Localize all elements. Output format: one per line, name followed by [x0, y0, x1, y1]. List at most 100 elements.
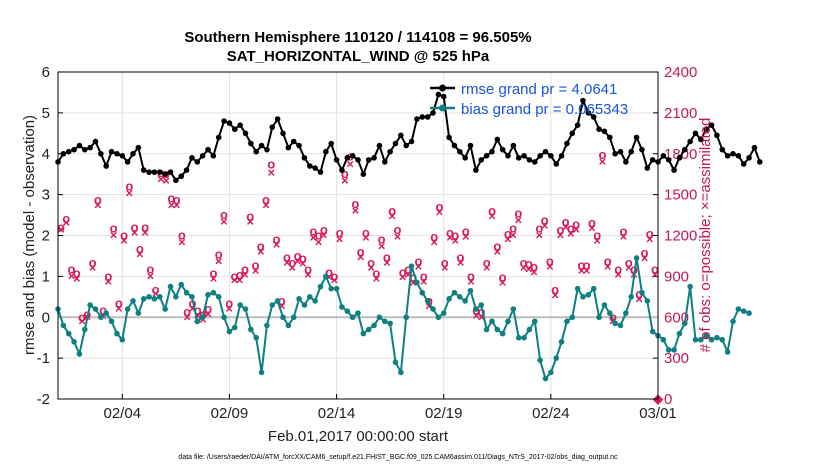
x-axis-label: Feb.01,2017 00:00:00 start	[268, 428, 449, 445]
rmse-point	[505, 152, 511, 159]
bias-point	[146, 294, 152, 300]
right-tick-label: 1500	[664, 187, 697, 204]
rmse-point	[360, 171, 367, 177]
bias-point	[478, 302, 485, 308]
bias-point	[312, 298, 318, 304]
rmse-point	[435, 91, 442, 98]
bias-point	[87, 302, 93, 308]
bias-point	[199, 314, 206, 321]
rmse-point	[103, 163, 110, 169]
rmse-point	[456, 148, 463, 155]
bias-point	[205, 291, 211, 298]
bias-point	[698, 336, 704, 343]
bias-point	[231, 324, 238, 331]
bias-point	[585, 291, 592, 298]
bias-point	[644, 298, 651, 304]
y-tick-label: 5	[42, 105, 50, 122]
obs-possible-point: o	[483, 255, 491, 270]
rmse-point	[628, 148, 635, 155]
obs-possible-point: o	[73, 266, 81, 281]
rmse-point	[671, 167, 677, 173]
bias-point	[531, 318, 538, 325]
rmse-point	[392, 140, 399, 147]
obs-assimilated-point: ×	[388, 208, 396, 223]
legend-bias-label: bias grand pr = 0.065343	[461, 101, 628, 118]
obs-assimilated-point: ×	[409, 275, 417, 290]
bias-point	[462, 298, 468, 304]
rmse-point	[467, 142, 474, 149]
obs-assimilated-point: ×	[572, 222, 580, 237]
obs-assimilated-point: ×	[504, 232, 512, 247]
bias-point	[237, 302, 243, 308]
bias-point	[280, 314, 286, 321]
rmse-point	[226, 120, 233, 126]
rmse-point	[92, 138, 99, 145]
bias-point	[601, 302, 608, 308]
rmse-point	[339, 167, 345, 173]
obs-possible-point: o	[583, 257, 591, 272]
bias-point	[178, 281, 185, 288]
rmse-point	[499, 146, 506, 153]
rmse-point	[173, 177, 179, 184]
chart-title-line2: SAT_HORIZONTAL_WIND @ 525 hPa	[227, 48, 490, 65]
obs-possible-point: o	[457, 249, 465, 264]
obs-assimilated-point: ×	[425, 298, 433, 313]
obs-assimilated-point: ×	[73, 271, 81, 286]
obs-assimilated-point: ×	[136, 247, 144, 262]
obs-possible-point: o	[562, 214, 570, 229]
obs-assimilated-point: ×	[578, 263, 586, 278]
rmse-point	[371, 155, 377, 161]
obs-assimilated-point: ×	[110, 228, 118, 243]
bias-point	[483, 326, 490, 333]
obs-possible-point: o	[209, 266, 217, 281]
obs-assimilated-point: ×	[472, 308, 480, 323]
obs-assimilated-point: ×	[346, 157, 354, 172]
rmse-point	[398, 132, 404, 139]
obs-assimilated-point: ×	[278, 298, 286, 313]
rmse-point	[242, 130, 249, 137]
obs-possible-point: o	[451, 228, 459, 243]
bias-point	[387, 320, 393, 327]
rmse-point	[167, 169, 174, 175]
obs-possible-point: o	[546, 253, 554, 268]
obs-assimilated-point: ×	[599, 154, 607, 169]
obs-assimilated-point: ×	[162, 173, 170, 188]
obs-possible-point: o	[141, 219, 149, 234]
bias-point	[489, 318, 495, 325]
obs-assimilated-point: ×	[147, 268, 155, 283]
obs-possible-point: o	[110, 221, 118, 236]
obs-possible-point: o	[68, 262, 76, 277]
rmse-point	[183, 167, 190, 173]
obs-possible-point: o	[604, 253, 612, 268]
obs-possible-point: o	[630, 262, 638, 277]
bias-point	[740, 308, 747, 314]
right-axis-label: # of obs: o=possible; ×=assimilated	[697, 118, 714, 353]
rmse-point	[156, 169, 163, 175]
obs-possible-point: o	[414, 253, 422, 268]
rmse-point	[633, 134, 640, 141]
obs-assimilated-point: ×	[593, 233, 601, 248]
rmse-point	[665, 157, 672, 163]
bias-point	[708, 336, 715, 343]
obs-assimilated-point: ×	[567, 226, 575, 241]
y-tick-label: -2	[37, 391, 50, 408]
bias-point	[274, 298, 281, 304]
bias-point	[521, 334, 527, 341]
x-tick-label: 02/24	[532, 405, 570, 422]
rmse-point	[553, 161, 560, 167]
right-tick-label: 1200	[664, 228, 697, 245]
obs-assimilated-point: ×	[436, 204, 444, 219]
bias-point	[183, 289, 190, 296]
obs-assimilated-point: ×	[215, 253, 223, 268]
rmse-point	[140, 167, 147, 173]
obs-possible-point: o	[478, 304, 486, 319]
obs-possible-point: o	[283, 249, 291, 264]
bias-point	[226, 328, 233, 335]
rmse-point	[205, 146, 211, 153]
bias-point	[248, 326, 254, 333]
x-axis-ticks: 02/04 02/09 02/14 02/19 02/24 03/01	[104, 394, 677, 422]
bias-point	[167, 283, 174, 290]
bias-point	[306, 294, 313, 300]
y-tick-label: 1	[42, 268, 50, 285]
obs-possible-point: o	[625, 255, 633, 270]
